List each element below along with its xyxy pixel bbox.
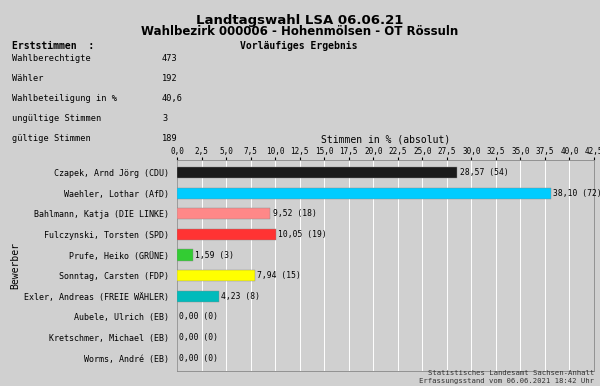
Text: 7,94 (15): 7,94 (15) (257, 271, 301, 280)
Text: 0,00 (0): 0,00 (0) (179, 354, 218, 363)
Text: 473: 473 (162, 54, 178, 63)
Text: Wahlberechtigte: Wahlberechtigte (12, 54, 91, 63)
Y-axis label: Bewerber: Bewerber (10, 242, 20, 289)
Text: Vorläufiges Ergebnis: Vorläufiges Ergebnis (240, 41, 358, 51)
Bar (177, 291, 218, 302)
Text: 4,23 (8): 4,23 (8) (221, 292, 260, 301)
Text: 38,10 (72): 38,10 (72) (553, 189, 600, 198)
Bar (177, 167, 457, 178)
Text: 189: 189 (162, 134, 178, 143)
Text: 1,59 (3): 1,59 (3) (195, 251, 234, 259)
X-axis label: Stimmen in % (absolut): Stimmen in % (absolut) (321, 135, 450, 145)
Text: Erfassungsstand vom 06.06.2021 18:42 Uhr: Erfassungsstand vom 06.06.2021 18:42 Uhr (419, 378, 594, 384)
Text: 9,52 (18): 9,52 (18) (273, 209, 317, 218)
Text: 28,57 (54): 28,57 (54) (460, 168, 509, 177)
Text: Wahlbeteiligung in %: Wahlbeteiligung in % (12, 94, 117, 103)
Text: 3: 3 (162, 114, 167, 123)
Text: 10,05 (19): 10,05 (19) (278, 230, 327, 239)
Text: 40,6: 40,6 (162, 94, 183, 103)
Text: 0,00 (0): 0,00 (0) (179, 333, 218, 342)
Text: Wahlbezirk 000006 - Hohenmölsen - OT Rössuln: Wahlbezirk 000006 - Hohenmölsen - OT Rös… (142, 25, 458, 38)
Bar (177, 208, 271, 220)
Text: Erststimmen  :: Erststimmen : (12, 41, 94, 51)
Bar (177, 249, 193, 261)
Bar (177, 188, 551, 199)
Text: 0,00 (0): 0,00 (0) (179, 312, 218, 322)
Text: Wähler: Wähler (12, 74, 44, 83)
Text: 192: 192 (162, 74, 178, 83)
Text: Landtagswahl LSA 06.06.21: Landtagswahl LSA 06.06.21 (196, 14, 404, 27)
Text: gültige Stimmen: gültige Stimmen (12, 134, 91, 143)
Text: ungültige Stimmen: ungültige Stimmen (12, 114, 101, 123)
Bar (177, 270, 255, 281)
Bar (177, 229, 275, 240)
Text: Statistisches Landesamt Sachsen-Anhalt: Statistisches Landesamt Sachsen-Anhalt (428, 370, 594, 376)
